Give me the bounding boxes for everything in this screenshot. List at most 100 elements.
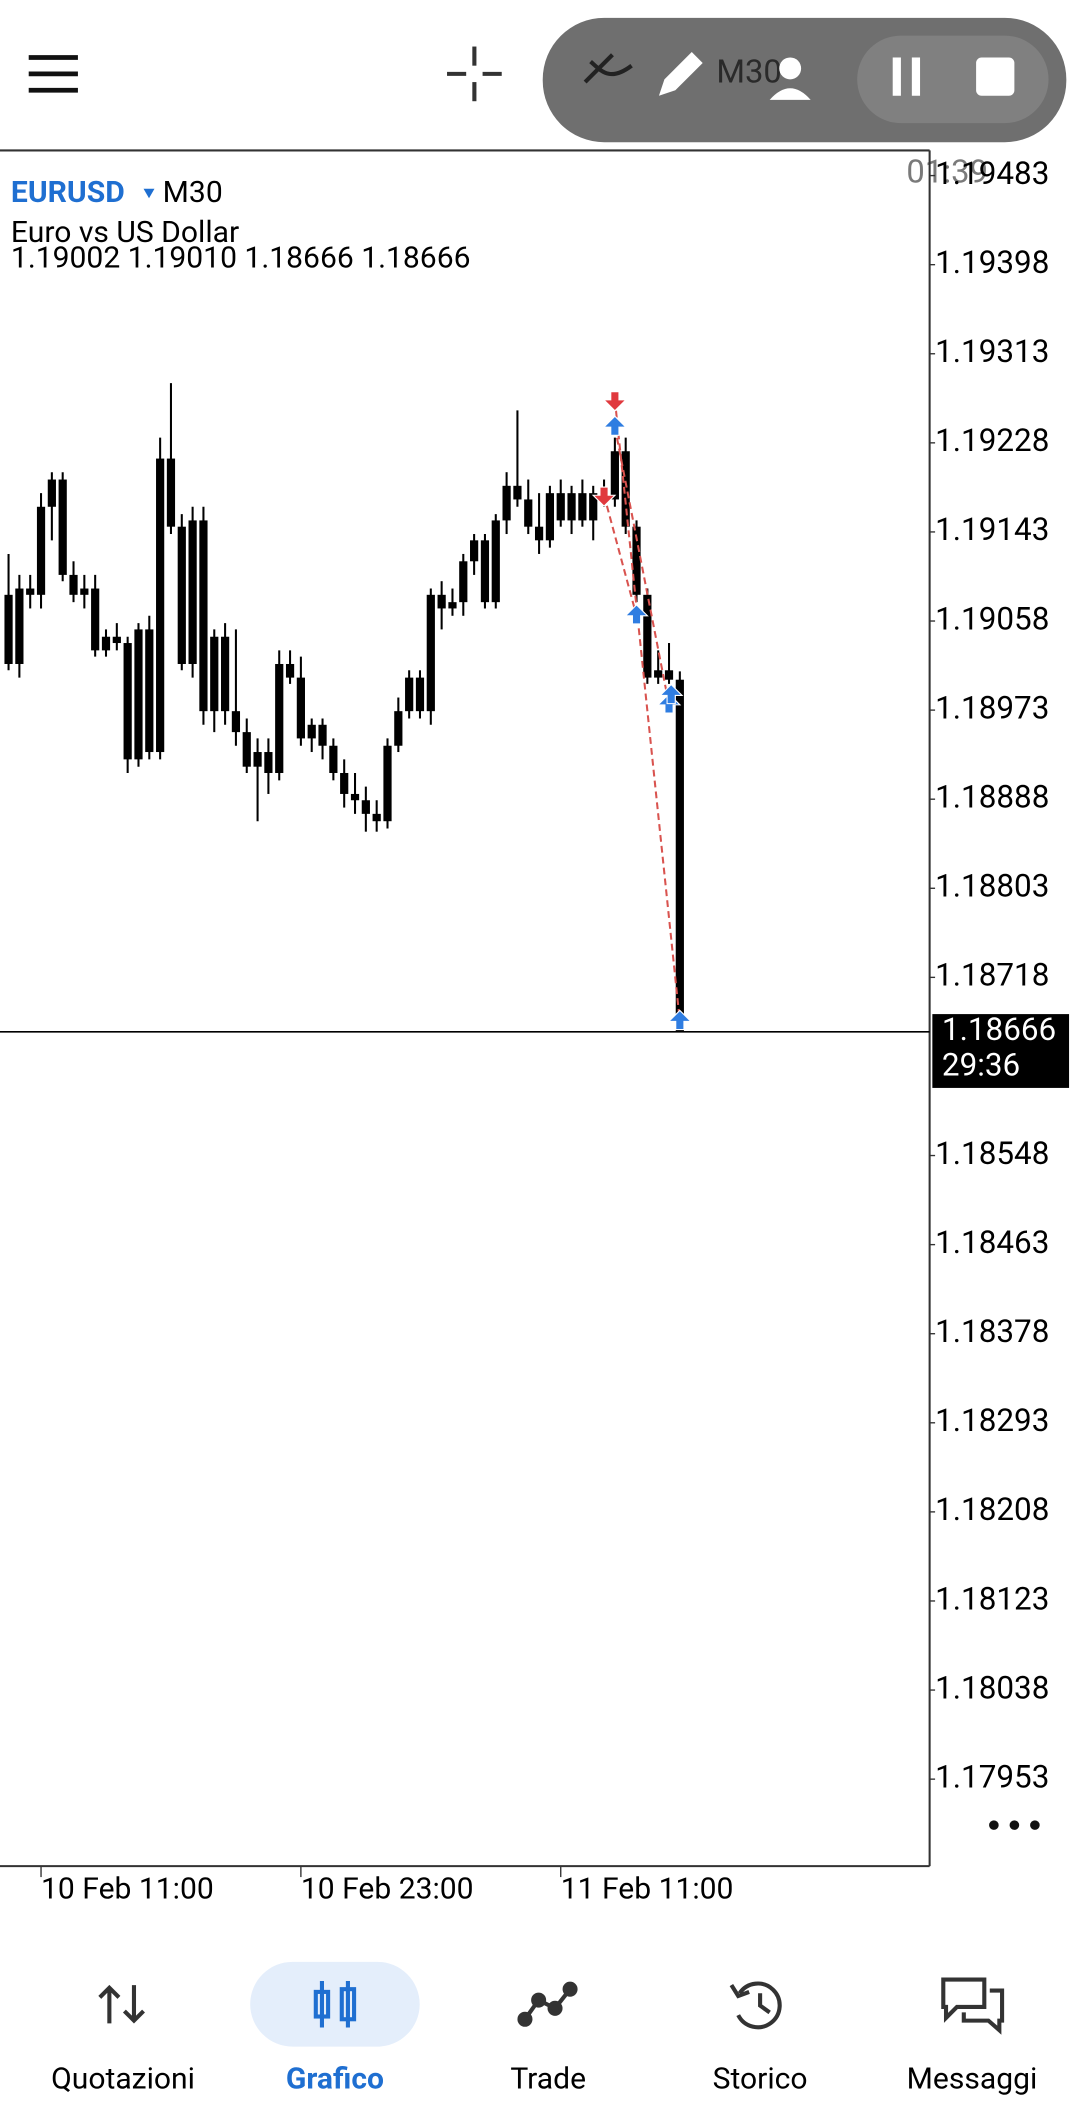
y-tick-label: 1.18548 <box>935 1135 1049 1172</box>
y-tick-label: 1.18208 <box>935 1491 1049 1528</box>
draw-button[interactable] <box>658 52 703 96</box>
symbol-description: Euro vs US Dollar <box>11 215 239 250</box>
trade-line <box>613 426 671 706</box>
candle-body <box>285 663 295 678</box>
y-tick-label: 1.19143 <box>935 511 1049 548</box>
candle-body <box>80 588 89 595</box>
candle-body <box>166 458 176 527</box>
buy-arrow <box>624 604 649 625</box>
symbol-dropdown[interactable] <box>143 188 155 199</box>
record-controls <box>857 35 1049 124</box>
candle-body <box>134 629 143 760</box>
candle-body <box>664 670 674 680</box>
candle-body <box>58 479 67 575</box>
candle-body <box>177 526 186 664</box>
candle-body <box>329 745 338 773</box>
candle-body <box>372 813 381 822</box>
candle-body <box>253 752 262 767</box>
candle-body <box>383 745 392 822</box>
candle-body <box>405 677 414 712</box>
candle-body <box>188 520 197 664</box>
candle-body <box>145 629 154 753</box>
menu-button[interactable] <box>28 55 78 93</box>
y-tick-label: 1.18378 <box>935 1313 1049 1350</box>
chart-icon <box>313 1980 357 2028</box>
candle-body <box>296 677 305 739</box>
y-tick-label: 1.18718 <box>935 957 1049 994</box>
candle-body <box>610 451 619 500</box>
trade-line <box>603 494 638 617</box>
candle-body <box>643 594 652 678</box>
nav-label[interactable]: Grafico <box>286 2062 384 2097</box>
candle-body <box>556 493 565 521</box>
candle-body <box>350 793 360 801</box>
y-tick-label: 1.18038 <box>935 1669 1049 1706</box>
crosshair-button[interactable] <box>447 46 502 102</box>
candle-body <box>675 679 684 1032</box>
candle-body <box>4 594 13 664</box>
candle-body <box>632 526 641 595</box>
pause-button-bar <box>911 57 921 96</box>
candle-body <box>318 724 327 746</box>
symbol[interactable]: EURUSD <box>11 175 125 210</box>
candle-body <box>621 451 630 527</box>
buy-arrow <box>667 1009 693 1031</box>
candle-body <box>231 711 241 733</box>
y-tick-label: 1.18973 <box>935 689 1049 726</box>
sell-arrow <box>591 486 617 507</box>
indicator-button[interactable] <box>583 53 633 84</box>
history-icon <box>729 1981 782 2030</box>
y-tick-label: 1.19228 <box>935 422 1049 459</box>
candle-body <box>394 711 403 746</box>
nav-label[interactable]: Quotazioni <box>51 2062 195 2097</box>
candle-body <box>426 594 435 712</box>
stop-button[interactable] <box>976 57 1015 96</box>
active-tab-bg <box>250 1961 420 2047</box>
y-tick-label: 1.19313 <box>935 333 1049 370</box>
y-tick-label: 1.18463 <box>935 1224 1049 1261</box>
candle-body <box>654 670 663 678</box>
candle-body <box>513 485 522 500</box>
quotes-icon <box>98 1984 145 2024</box>
candle-body <box>448 602 457 609</box>
candle-body <box>101 636 111 651</box>
y-tick-label: 1.18888 <box>935 779 1049 816</box>
nav-label[interactable]: Trade <box>510 2062 586 2097</box>
candle-body <box>220 636 230 712</box>
candle-body <box>69 574 78 595</box>
y-tick-label: 1.18803 <box>935 868 1049 905</box>
buy-arrow <box>658 683 684 705</box>
more-button[interactable] <box>989 1820 1040 1830</box>
candle-body <box>491 520 500 603</box>
candle-body <box>112 636 121 644</box>
y-tick-label: 1.17953 <box>935 1758 1049 1795</box>
candle-body <box>91 588 100 651</box>
pause-button[interactable] <box>892 57 901 96</box>
y-tick-label: 1.18293 <box>935 1402 1049 1439</box>
candle-body <box>589 493 598 521</box>
nav-label[interactable]: Messaggi <box>907 2062 1038 2097</box>
candle-body <box>199 520 208 712</box>
messages-icon <box>941 1977 1005 2035</box>
candle-body <box>567 493 576 521</box>
candle-body <box>524 499 533 527</box>
x-tick-label: 11 Feb 11:00 <box>561 1872 734 1907</box>
x-tick-label: 10 Feb 11:00 <box>41 1872 214 1907</box>
nav-label[interactable]: Storico <box>713 2062 808 2097</box>
candle-body <box>470 540 479 562</box>
timeframe-button[interactable]: M30 <box>716 54 782 92</box>
candle-body <box>437 594 446 609</box>
candle-body <box>275 663 284 773</box>
bar-countdown: 29:36 <box>942 1047 1020 1084</box>
price-label: 1.18666 <box>942 1011 1056 1048</box>
account-icon-body <box>769 88 811 100</box>
buy-arrow <box>602 415 628 436</box>
candle-body <box>156 458 165 753</box>
account-icon[interactable] <box>779 57 802 80</box>
x-tick-label: 10 Feb 23:00 <box>301 1872 474 1907</box>
trade-line <box>613 399 681 1022</box>
candle-body <box>415 677 425 712</box>
candle-body <box>264 752 273 773</box>
candle-body <box>534 526 544 541</box>
